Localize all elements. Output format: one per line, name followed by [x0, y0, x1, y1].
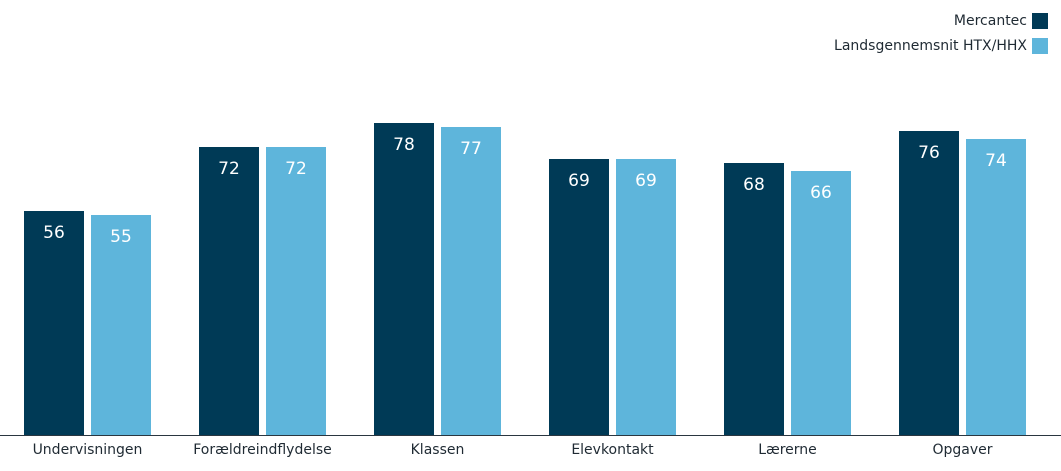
bar-value-label: 66: [810, 183, 832, 203]
bar-value-label: 72: [218, 159, 240, 179]
bar: [791, 171, 851, 435]
legend-label: Landsgennemsnit HTX/HHX: [834, 37, 1027, 54]
bar: [966, 139, 1026, 435]
category-label: Opgaver: [932, 442, 992, 458]
bar: [549, 159, 609, 435]
category-label: Lærerne: [758, 442, 817, 458]
bar-value-label: 77: [460, 139, 482, 159]
bar: [199, 147, 259, 435]
legend-swatch: [1032, 37, 1048, 54]
bar-value-label: 69: [568, 171, 590, 191]
bar: [374, 123, 434, 435]
category-label: Undervisningen: [33, 442, 143, 458]
legend-item-mercantec: Mercantec: [834, 8, 1048, 33]
bar: [899, 131, 959, 435]
bar-value-label: 55: [110, 227, 132, 247]
bar: [24, 211, 84, 435]
bar: [616, 159, 676, 435]
bar-value-label: 69: [635, 171, 657, 191]
category-label: Elevkontakt: [571, 442, 654, 458]
legend-label: Mercantec: [953, 12, 1027, 29]
bar-value-label: 76: [918, 143, 940, 163]
bar: [441, 127, 501, 435]
bar: [266, 147, 326, 435]
legend: Mercantec Landsgennemsnit HTX/HHX: [834, 8, 1048, 58]
bar: [91, 215, 151, 435]
bar-value-label: 68: [743, 175, 765, 195]
bar-value-label: 56: [43, 223, 65, 243]
bar-value-label: 74: [985, 151, 1007, 171]
category-label: Forældreindflydelse: [193, 442, 332, 458]
bar-value-label: 72: [285, 159, 307, 179]
category-label: Klassen: [411, 442, 465, 458]
legend-item-landsgennemsnit: Landsgennemsnit HTX/HHX: [834, 33, 1048, 58]
bar-value-label: 78: [393, 135, 415, 155]
legend-swatch: [1032, 12, 1048, 29]
bar: [724, 163, 784, 435]
